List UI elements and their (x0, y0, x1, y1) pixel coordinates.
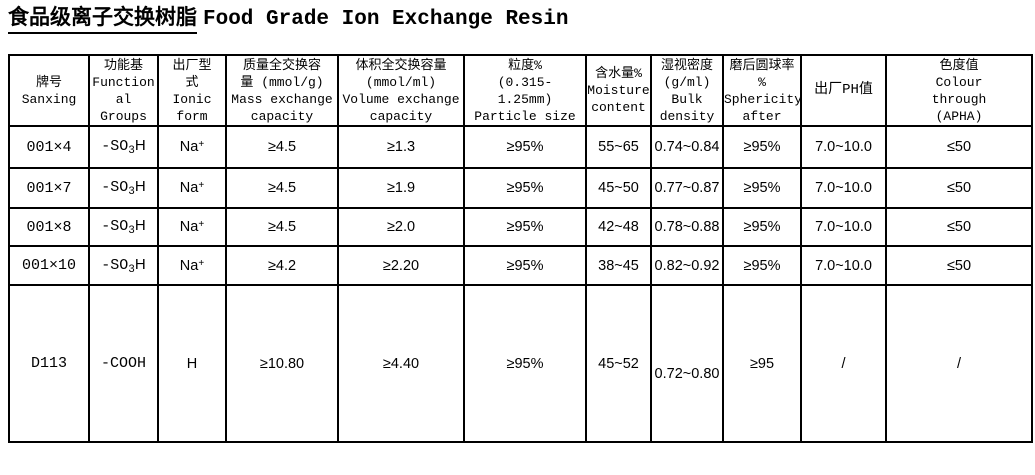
col-header-brand: 牌号 Sanxing (8, 54, 90, 127)
cell-particle-size: ≥95% (463, 167, 587, 209)
col-header-volume-exchange-capacity: 体积全交换容量 (mmol/ml) Volume exchange capaci… (337, 54, 465, 127)
cell-ionic-form: H (157, 284, 227, 443)
cell-volume-capacity: ≥2.20 (337, 245, 465, 286)
col-header-bulk-density: 湿视密度 (g/ml) Bulk density (650, 54, 724, 127)
cell-moisture: 55~65 (585, 125, 652, 169)
cell-brand: 001×8 (8, 207, 90, 247)
cell-colour: ≤50 (885, 207, 1033, 247)
cell-brand: D113 (8, 284, 90, 443)
cell-ionic-form: Na+ (157, 207, 227, 247)
table-row: 001×8 -SO3H Na+ ≥4.5 ≥2.0 ≥95% 42~48 0.7… (8, 207, 1033, 247)
col-header-colour-through: 色度值 Colour through (APHA) (885, 54, 1033, 127)
cell-moisture: 42~48 (585, 207, 652, 247)
cell-particle-size: ≥95% (463, 207, 587, 247)
col-header-ionic-form: 出厂型 式 Ionic form (157, 54, 227, 127)
title-chinese: 食品级离子交换树脂 (8, 8, 197, 34)
cell-mass-capacity: ≥4.5 (225, 207, 339, 247)
cell-ph: 7.0~10.0 (800, 125, 887, 169)
cell-ph: 7.0~10.0 (800, 245, 887, 286)
cell-mass-capacity: ≥4.5 (225, 167, 339, 209)
cell-mass-capacity: ≥10.80 (225, 284, 339, 443)
header-row: 牌号 Sanxing 功能基 Function al Groups 出厂型 式 … (8, 54, 1033, 127)
col-header-factory-ph: 出厂PH值 (800, 54, 887, 127)
cell-functional-group: -SO3H (88, 167, 159, 209)
cell-particle-size: ≥95% (463, 284, 587, 443)
cell-sphericity: ≥95% (722, 245, 802, 286)
col-header-mass-exchange-capacity: 质量全交换容 量 (mmol/g) Mass exchange capacity (225, 54, 339, 127)
cell-ph: 7.0~10.0 (800, 207, 887, 247)
cell-volume-capacity: ≥1.9 (337, 167, 465, 209)
cell-particle-size: ≥95% (463, 245, 587, 286)
cell-ph: 7.0~10.0 (800, 167, 887, 209)
cell-ionic-form: Na+ (157, 245, 227, 286)
table-row: D113 -COOH H ≥10.80 ≥4.40 ≥95% 45~52 0.7… (8, 284, 1033, 443)
cell-brand: 001×7 (8, 167, 90, 209)
col-header-moisture-content: 含水量% Moisture content (585, 54, 652, 127)
cell-sphericity: ≥95% (722, 207, 802, 247)
cell-mass-capacity: ≥4.2 (225, 245, 339, 286)
cell-bulk-density: 0.77~0.87 (650, 167, 724, 209)
cell-ph: / (800, 284, 887, 443)
cell-functional-group: -SO3H (88, 125, 159, 169)
col-header-functional-groups: 功能基 Function al Groups (88, 54, 159, 127)
cell-moisture: 38~45 (585, 245, 652, 286)
cell-bulk-density: 0.74~0.84 (650, 125, 724, 169)
resin-spec-table: 牌号 Sanxing 功能基 Function al Groups 出厂型 式 … (8, 54, 1033, 443)
cell-ionic-form: Na+ (157, 125, 227, 169)
cell-sphericity: ≥95% (722, 167, 802, 209)
cell-mass-capacity: ≥4.5 (225, 125, 339, 169)
cell-bulk-density: 0.82~0.92 (650, 245, 724, 286)
cell-sphericity: ≥95% (722, 125, 802, 169)
col-header-sphericity-after: 磨后圆球率 % Sphericity after (722, 54, 802, 127)
cell-moisture: 45~50 (585, 167, 652, 209)
cell-brand: 001×10 (8, 245, 90, 286)
cell-volume-capacity: ≥4.40 (337, 284, 465, 443)
cell-brand: 001×4 (8, 125, 90, 169)
cell-functional-group: -COOH (88, 284, 159, 443)
title-english: Food Grade Ion Exchange Resin (203, 8, 569, 31)
table-row: 001×4 -SO3H Na+ ≥4.5 ≥1.3 ≥95% 55~65 0.7… (8, 125, 1033, 169)
cell-volume-capacity: ≥1.3 (337, 125, 465, 169)
cell-colour: ≤50 (885, 167, 1033, 209)
cell-ionic-form: Na+ (157, 167, 227, 209)
cell-functional-group: -SO3H (88, 207, 159, 247)
cell-particle-size: ≥95% (463, 125, 587, 169)
cell-colour: ≤50 (885, 245, 1033, 286)
cell-moisture: 45~52 (585, 284, 652, 443)
cell-functional-group: -SO3H (88, 245, 159, 286)
cell-volume-capacity: ≥2.0 (337, 207, 465, 247)
cell-bulk-density: 0.78~0.88 (650, 207, 724, 247)
cell-colour: ≤50 (885, 125, 1033, 169)
page-title: 食品级离子交换树脂 Food Grade Ion Exchange Resin (8, 7, 1035, 34)
table-row: 001×10 -SO3H Na+ ≥4.2 ≥2.20 ≥95% 38~45 0… (8, 245, 1033, 286)
table-row: 001×7 -SO3H Na+ ≥4.5 ≥1.9 ≥95% 45~50 0.7… (8, 167, 1033, 209)
col-header-particle-size: 粒度% (0.315- 1.25mm) Particle size (463, 54, 587, 127)
cell-colour: / (885, 284, 1033, 443)
cell-bulk-density: 0.72~0.80 (650, 284, 724, 443)
cell-sphericity: ≥95 (722, 284, 802, 443)
